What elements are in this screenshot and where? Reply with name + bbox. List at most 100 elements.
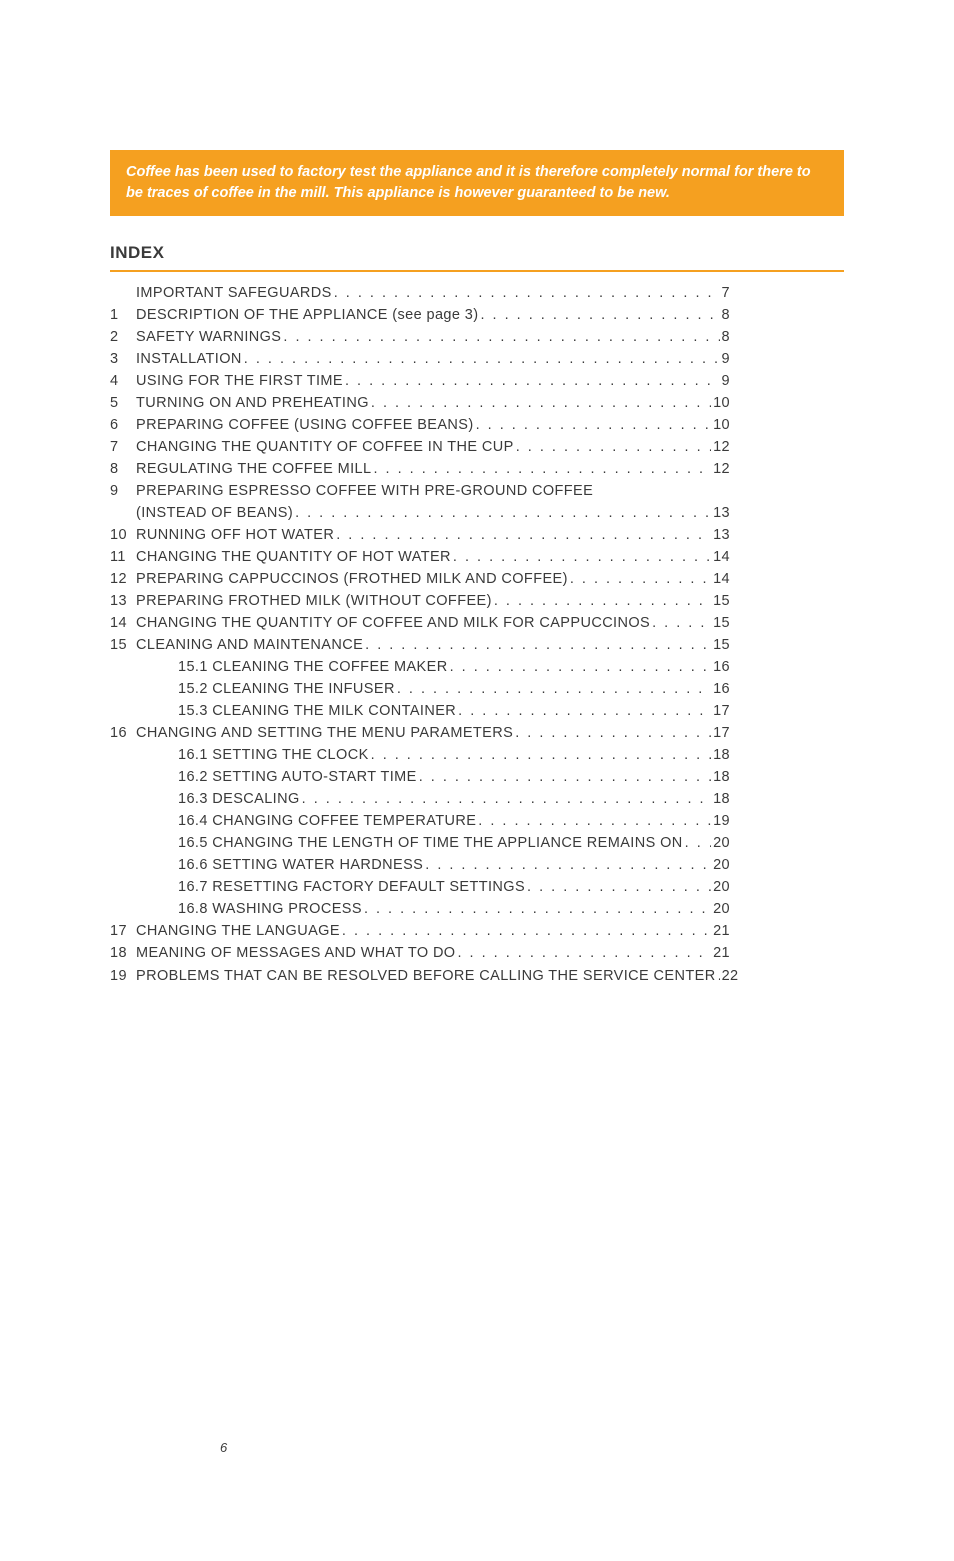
toc-number: 11	[110, 546, 136, 568]
toc-title: USING FOR THE FIRST TIME	[136, 370, 343, 392]
toc-page: 7	[720, 282, 730, 304]
toc-row: 18MEANING OF MESSAGES AND WHAT TO DO 21	[110, 942, 730, 964]
toc-number: 4	[110, 370, 136, 392]
toc-row: IMPORTANT SAFEGUARDS7	[110, 282, 730, 304]
toc-dots	[300, 788, 711, 810]
toc-title: INSTALLATION	[136, 348, 242, 370]
toc-title: 16.3 DESCALING	[178, 788, 300, 810]
toc-title: 16.8 WASHING PROCESS	[178, 898, 362, 920]
toc-title: 16.7 RESETTING FACTORY DEFAULT SETTINGS	[178, 876, 525, 898]
toc-row: 19PROBLEMS THAT CAN BE RESOLVED BEFORE C…	[110, 965, 730, 987]
index-heading: INDEX	[110, 240, 844, 272]
toc-page: 12	[711, 458, 730, 480]
toc-page: 17	[711, 700, 730, 722]
toc-title: CLEANING AND MAINTENANCE	[136, 634, 363, 656]
toc-title: 16.5 CHANGING THE LENGTH OF TIME THE APP…	[178, 832, 683, 854]
toc-dots	[362, 898, 711, 920]
toc-title: SAFETY WARNINGS	[136, 326, 281, 348]
toc-number: 10	[110, 524, 136, 546]
toc-dots	[525, 876, 711, 898]
toc-title: 15.2 CLEANING THE INFUSER	[178, 678, 395, 700]
toc-row: 16.6 SETTING WATER HARDNESS 20	[110, 854, 730, 876]
toc-row: 16.2 SETTING AUTO-START TIME18	[110, 766, 730, 788]
toc-title: REGULATING THE COFFEE MILL	[136, 458, 371, 480]
toc-page: 21	[711, 920, 730, 942]
toc-number: 15	[110, 634, 136, 656]
page-number: 6	[220, 1438, 227, 1458]
toc-row: 16CHANGING AND SETTING THE MENU PARAMETE…	[110, 722, 730, 744]
page: Coffee has been used to factory test the…	[110, 150, 844, 1501]
toc-row: 4USING FOR THE FIRST TIME9	[110, 370, 730, 392]
toc-page: 18	[711, 744, 730, 766]
toc-number: 14	[110, 612, 136, 634]
toc-page: 13	[711, 524, 730, 546]
toc-page: 15	[711, 634, 730, 656]
toc-dots	[456, 700, 711, 722]
toc-number: 17	[110, 920, 136, 942]
toc-row: 15.3 CLEANING THE MILK CONTAINER 17	[110, 700, 730, 722]
toc-page: 21	[711, 942, 730, 964]
toc-title: MEANING OF MESSAGES AND WHAT TO DO	[136, 942, 456, 964]
toc-number: 18	[110, 942, 136, 964]
toc-page: 8	[720, 304, 730, 326]
toc-dots	[513, 722, 711, 744]
toc-row: 16.4 CHANGING COFFEE TEMPERATURE19	[110, 810, 730, 832]
toc-dots	[448, 656, 711, 678]
toc-dots	[417, 766, 711, 788]
toc-title: 16.6 SETTING WATER HARDNESS	[178, 854, 423, 876]
toc-title: DESCRIPTION OF THE APPLIANCE (see page 3…	[136, 304, 479, 326]
toc-dots	[242, 348, 720, 370]
toc-number: 6	[110, 414, 136, 436]
toc-dots	[474, 414, 711, 436]
toc-page: 16	[711, 656, 730, 678]
toc-page: 20	[711, 876, 730, 898]
toc-number: 16	[110, 722, 136, 744]
toc-dots	[492, 590, 711, 612]
toc-row: 13PREPARING FROTHED MILK (WITHOUT COFFEE…	[110, 590, 730, 612]
toc-dots	[479, 304, 720, 326]
toc-title: PREPARING COFFEE (USING COFFEE BEANS)	[136, 414, 474, 436]
toc-number: 2	[110, 326, 136, 348]
toc-dots	[568, 568, 711, 590]
toc-page: 20	[711, 854, 730, 876]
toc-page: 10	[711, 392, 730, 414]
toc-page: 14	[711, 546, 730, 568]
toc-title: PROBLEMS THAT CAN BE RESOLVED BEFORE CAL…	[136, 965, 716, 987]
toc-row: 1DESCRIPTION OF THE APPLIANCE (see page …	[110, 304, 730, 326]
toc-row: 7CHANGING THE QUANTITY OF COFFEE IN THE …	[110, 436, 730, 458]
toc-row: 16.8 WASHING PROCESS20	[110, 898, 730, 920]
toc-title: CHANGING THE QUANTITY OF COFFEE IN THE C…	[136, 436, 514, 458]
toc-dots	[334, 524, 711, 546]
toc-title: (INSTEAD OF BEANS)	[136, 502, 293, 524]
toc-page: 9	[720, 348, 730, 370]
toc-page: 18	[711, 766, 730, 788]
toc-dots	[683, 832, 711, 854]
toc-number: 7	[110, 436, 136, 458]
toc-dots	[476, 810, 711, 832]
toc: IMPORTANT SAFEGUARDS71DESCRIPTION OF THE…	[110, 282, 730, 987]
toc-row: 6PREPARING COFFEE (USING COFFEE BEANS)10	[110, 414, 730, 436]
toc-dots	[343, 370, 720, 392]
toc-page: 14	[711, 568, 730, 590]
toc-dots	[369, 744, 711, 766]
toc-title: TURNING ON AND PREHEATING	[136, 392, 369, 414]
toc-row: 12PREPARING CAPPUCCINOS (FROTHED MILK AN…	[110, 568, 730, 590]
toc-dots	[456, 942, 712, 964]
toc-page: 15	[711, 612, 730, 634]
toc-dots	[369, 392, 711, 414]
toc-title: PREPARING ESPRESSO COFFEE WITH PRE-GROUN…	[136, 480, 593, 502]
toc-title: 15.3 CLEANING THE MILK CONTAINER	[178, 700, 456, 722]
toc-number: 1	[110, 304, 136, 326]
toc-page: 22	[720, 965, 739, 987]
toc-page: 8	[720, 326, 730, 348]
toc-row: 10RUNNING OFF HOT WATER13	[110, 524, 730, 546]
toc-row: 9PREPARING ESPRESSO COFFEE WITH PRE-GROU…	[110, 480, 730, 502]
toc-row: 16.5 CHANGING THE LENGTH OF TIME THE APP…	[110, 832, 730, 854]
toc-row: 2SAFETY WARNINGS 8	[110, 326, 730, 348]
toc-number: 8	[110, 458, 136, 480]
toc-dots	[423, 854, 711, 876]
toc-title: 16.1 SETTING THE CLOCK	[178, 744, 369, 766]
toc-row: 8REGULATING THE COFFEE MILL 12	[110, 458, 730, 480]
toc-row: 16.1 SETTING THE CLOCK 18	[110, 744, 730, 766]
toc-page: 13	[711, 502, 730, 524]
